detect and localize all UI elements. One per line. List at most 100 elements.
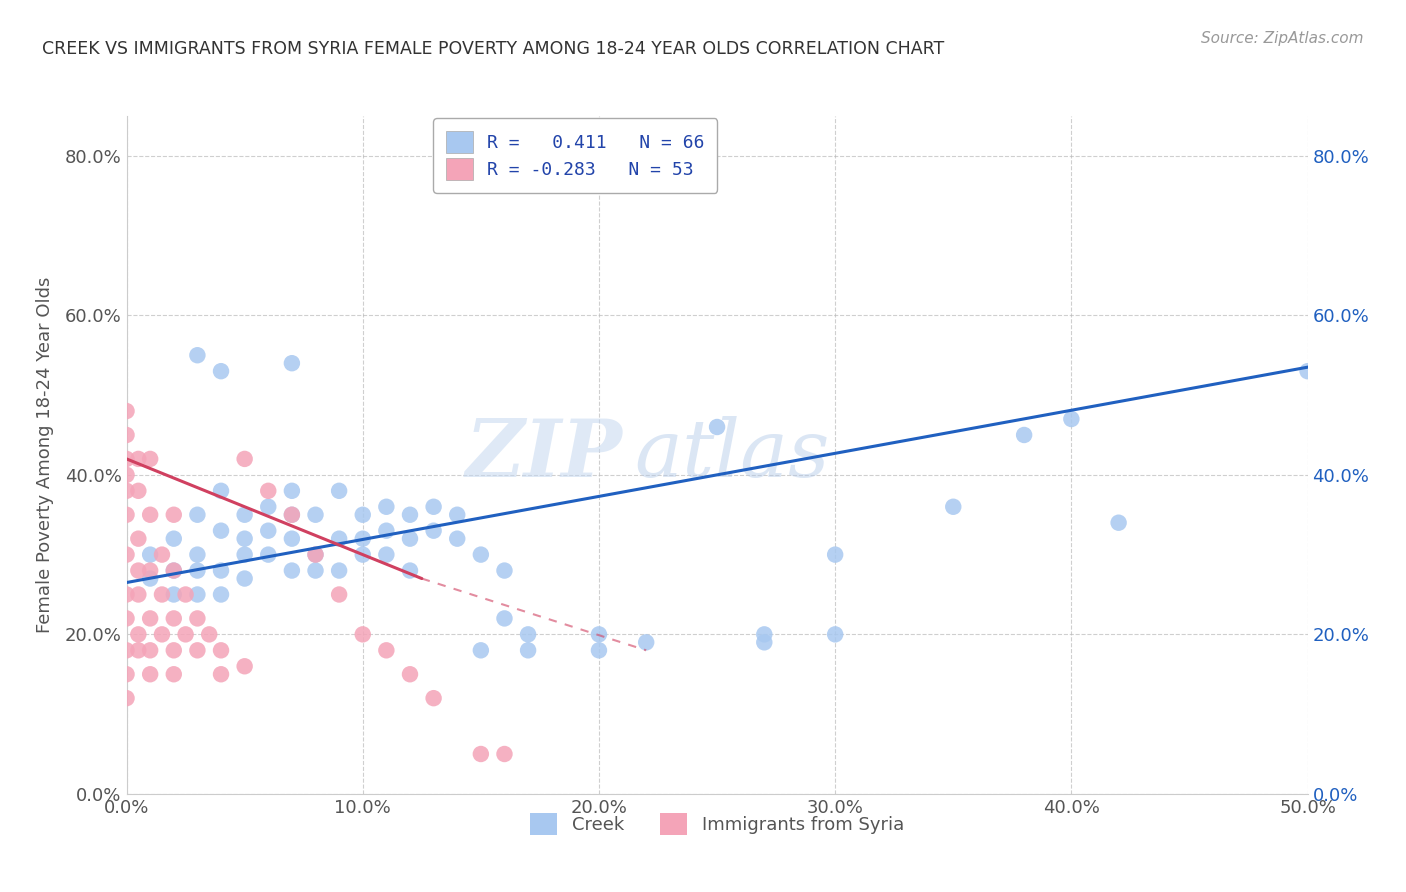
Point xyxy=(304,548,326,562)
Point xyxy=(328,532,350,546)
Point xyxy=(422,524,444,538)
Point xyxy=(209,524,232,538)
Point xyxy=(163,643,186,657)
Point xyxy=(150,548,173,562)
Point xyxy=(198,627,221,641)
Point xyxy=(115,611,138,625)
Point xyxy=(209,643,232,657)
Point xyxy=(328,587,350,601)
Point xyxy=(150,587,173,601)
Point xyxy=(174,587,197,601)
Point xyxy=(163,611,186,625)
Point xyxy=(304,548,326,562)
Point xyxy=(186,508,208,522)
Point xyxy=(446,508,468,522)
Point xyxy=(636,635,658,649)
Point xyxy=(352,627,374,641)
Point xyxy=(115,404,138,418)
Point xyxy=(422,691,444,706)
Point xyxy=(470,643,492,657)
Point xyxy=(446,532,468,546)
Point xyxy=(257,524,280,538)
Text: CREEK VS IMMIGRANTS FROM SYRIA FEMALE POVERTY AMONG 18-24 YEAR OLDS CORRELATION : CREEK VS IMMIGRANTS FROM SYRIA FEMALE PO… xyxy=(42,40,945,58)
Point xyxy=(281,532,304,546)
Point xyxy=(115,467,138,482)
Point xyxy=(328,564,350,578)
Text: atlas: atlas xyxy=(634,417,830,493)
Point xyxy=(942,500,965,514)
Point xyxy=(375,500,398,514)
Point xyxy=(139,548,162,562)
Point xyxy=(174,627,197,641)
Point xyxy=(163,532,186,546)
Point xyxy=(257,500,280,514)
Text: ZIP: ZIP xyxy=(465,417,623,493)
Point xyxy=(304,508,326,522)
Point xyxy=(139,451,162,466)
Point xyxy=(209,587,232,601)
Point xyxy=(163,564,186,578)
Point xyxy=(1296,364,1319,378)
Point xyxy=(163,587,186,601)
Point xyxy=(127,587,149,601)
Point xyxy=(127,564,149,578)
Point xyxy=(186,587,208,601)
Point xyxy=(470,548,492,562)
Point xyxy=(233,572,256,586)
Point xyxy=(281,483,304,498)
Point xyxy=(281,508,304,522)
Point xyxy=(352,532,374,546)
Point xyxy=(1012,428,1035,442)
Point xyxy=(209,483,232,498)
Point xyxy=(257,548,280,562)
Point xyxy=(115,643,138,657)
Point xyxy=(1060,412,1083,426)
Point xyxy=(233,451,256,466)
Point xyxy=(186,564,208,578)
Point xyxy=(352,508,374,522)
Point xyxy=(304,564,326,578)
Point xyxy=(375,524,398,538)
Point xyxy=(186,548,208,562)
Point xyxy=(115,691,138,706)
Point xyxy=(209,564,232,578)
Point xyxy=(163,508,186,522)
Point xyxy=(494,611,516,625)
Point xyxy=(588,643,610,657)
Point xyxy=(139,508,162,522)
Point xyxy=(127,627,149,641)
Point xyxy=(328,483,350,498)
Point xyxy=(399,564,422,578)
Point xyxy=(375,548,398,562)
Point xyxy=(150,627,173,641)
Point xyxy=(517,627,540,641)
Point xyxy=(115,587,138,601)
Point xyxy=(127,532,149,546)
Text: Source: ZipAtlas.com: Source: ZipAtlas.com xyxy=(1201,31,1364,46)
Point xyxy=(257,483,280,498)
Point xyxy=(233,659,256,673)
Point xyxy=(470,747,492,761)
Point xyxy=(233,508,256,522)
Point xyxy=(706,420,728,434)
Point xyxy=(233,548,256,562)
Point xyxy=(115,548,138,562)
Point xyxy=(399,508,422,522)
Point xyxy=(209,364,232,378)
Point xyxy=(375,643,398,657)
Point xyxy=(139,611,162,625)
Point xyxy=(186,643,208,657)
Point xyxy=(139,643,162,657)
Point xyxy=(754,627,776,641)
Point xyxy=(352,548,374,562)
Point xyxy=(754,635,776,649)
Point xyxy=(399,667,422,681)
Point xyxy=(281,564,304,578)
Point xyxy=(115,667,138,681)
Y-axis label: Female Poverty Among 18-24 Year Olds: Female Poverty Among 18-24 Year Olds xyxy=(35,277,53,633)
Point xyxy=(233,532,256,546)
Point xyxy=(588,627,610,641)
Point xyxy=(209,667,232,681)
Point xyxy=(163,564,186,578)
Legend: Creek, Immigrants from Syria: Creek, Immigrants from Syria xyxy=(519,802,915,846)
